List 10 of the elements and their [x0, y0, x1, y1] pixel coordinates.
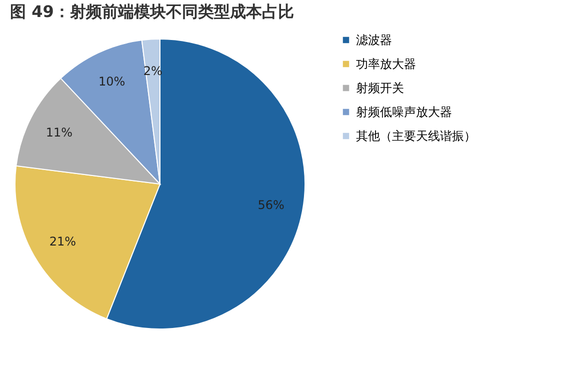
legend-label: 射频开关 [356, 81, 404, 95]
data-label: 56% [258, 198, 284, 212]
legend-label: 功率放大器 [356, 57, 416, 71]
legend-label: 射频低噪声放大器 [356, 105, 452, 119]
legend-label: 其他（主要天线谐振） [356, 129, 476, 143]
data-label: 10% [98, 74, 126, 89]
data-label: 21% [49, 234, 76, 249]
legend-label: 滤波器 [356, 33, 392, 47]
chart-title: 图 49：射频前端模块不同类型成本占比 [10, 2, 294, 21]
data-label: 11% [46, 126, 73, 140]
